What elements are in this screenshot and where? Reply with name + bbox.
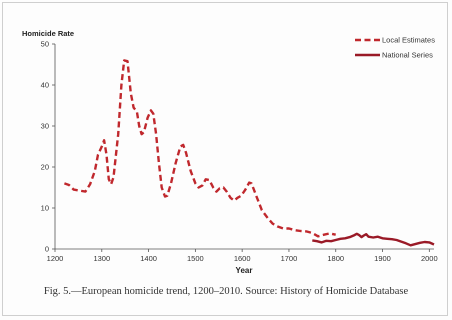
x-tick-label: 1800 [327, 254, 344, 263]
y-axis-title: Homicide Rate [22, 29, 74, 38]
y-tick-label: 20 [41, 163, 49, 172]
legend-label: National Series [382, 51, 433, 60]
x-tick-label: 1400 [140, 254, 157, 263]
y-tick-label: 0 [45, 245, 49, 254]
x-tick-label: 1900 [374, 254, 391, 263]
x-tick-label: 2000 [421, 254, 438, 263]
y-tick-label: 30 [41, 122, 49, 131]
y-tick-label: 10 [41, 204, 49, 213]
x-tick-label: 1500 [187, 254, 204, 263]
y-tick-label: 40 [41, 81, 49, 90]
homicide-line-chart: Homicide Rate Year 0 10 20 30 40 50 1200 1300 14… [22, 29, 438, 275]
x-tick-label: 1600 [234, 254, 251, 263]
figure-caption: Fig. 5.—European homicide trend, 1200–20… [43, 286, 409, 297]
series-layer [64, 59, 435, 247]
series-line-national-series [312, 232, 435, 247]
legend: Local Estimates National Series [355, 36, 435, 60]
figure-frame [2, 2, 448, 316]
x-axis-title: Year [236, 266, 253, 275]
series-line-local-estimates [64, 59, 336, 238]
x-tick-label: 1700 [281, 254, 298, 263]
axes: 0 10 20 30 40 50 1200 1300 1400 1500 1600 1700 1800 1… [41, 40, 438, 264]
x-tick-label: 1200 [47, 254, 64, 263]
y-tick-label: 50 [41, 40, 49, 49]
x-tick-label: 1300 [93, 254, 110, 263]
legend-label: Local Estimates [382, 36, 435, 45]
